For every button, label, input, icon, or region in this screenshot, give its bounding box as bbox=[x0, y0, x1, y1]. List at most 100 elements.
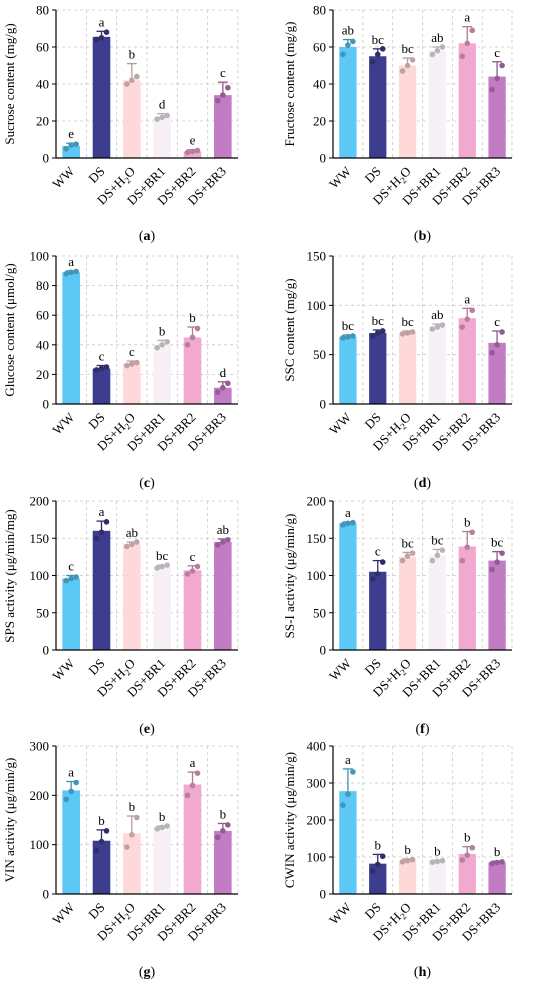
bar-ds-br3 bbox=[488, 560, 506, 650]
significance-letter: a bbox=[464, 291, 470, 306]
significance-letter: bc bbox=[491, 535, 504, 550]
chart-panel-h: aWWbDSbDS+H2ObDS+BR1bDS+BR2bDS+BR3010020… bbox=[282, 739, 513, 980]
bar-ww bbox=[62, 578, 80, 650]
data-point bbox=[220, 384, 226, 391]
significance-letter: b bbox=[189, 310, 196, 325]
y-axis-label: Fructose content (mg/g) bbox=[282, 22, 297, 147]
data-point bbox=[215, 389, 221, 395]
data-point bbox=[369, 59, 376, 65]
data-point bbox=[129, 361, 135, 367]
panel-label: (d) bbox=[414, 476, 431, 491]
data-point bbox=[459, 857, 466, 863]
data-point bbox=[98, 365, 105, 372]
y-tick-label: 200 bbox=[307, 813, 327, 828]
data-point bbox=[225, 380, 231, 387]
data-point bbox=[489, 566, 495, 573]
data-point bbox=[469, 529, 476, 536]
y-axis-label: SS-I activity (μg/min/g) bbox=[282, 514, 297, 639]
x-tick-label: DS bbox=[362, 656, 384, 678]
data-point bbox=[194, 147, 201, 154]
significance-letter: a bbox=[68, 765, 74, 780]
data-point bbox=[434, 47, 441, 54]
data-point bbox=[494, 559, 500, 565]
significance-letter: bc bbox=[431, 532, 444, 547]
y-axis-label: SSC content (mg/g) bbox=[282, 278, 297, 381]
significance-letter: b bbox=[464, 515, 471, 530]
significance-letter: ab bbox=[431, 307, 443, 322]
data-point bbox=[103, 29, 110, 35]
x-tick-label: WW bbox=[326, 899, 354, 927]
significance-letter: bc bbox=[401, 41, 414, 56]
significance-letter: b bbox=[129, 799, 136, 814]
bar-ww bbox=[62, 272, 80, 404]
x-tick-label: WW bbox=[49, 163, 77, 191]
data-point bbox=[429, 326, 436, 332]
data-point bbox=[499, 329, 505, 335]
data-point bbox=[404, 62, 411, 69]
significance-letter: a bbox=[68, 254, 74, 269]
bar-ds-br2 bbox=[183, 151, 202, 158]
bar-ds-br1 bbox=[428, 861, 447, 894]
data-point bbox=[369, 333, 376, 339]
y-tick-label: 0 bbox=[320, 151, 327, 166]
bar-ww bbox=[339, 336, 357, 404]
bar-ds-br1 bbox=[153, 117, 171, 158]
data-point bbox=[73, 141, 79, 147]
data-point bbox=[409, 329, 416, 335]
data-point bbox=[464, 316, 471, 322]
data-point bbox=[404, 330, 411, 336]
data-point bbox=[439, 44, 446, 50]
significance-letter: b bbox=[159, 809, 166, 824]
data-point bbox=[220, 539, 226, 545]
significance-letter: ab bbox=[126, 525, 138, 540]
bar-ww bbox=[339, 523, 357, 650]
data-point bbox=[215, 834, 221, 841]
data-point bbox=[134, 539, 140, 545]
data-point bbox=[154, 826, 160, 832]
data-point bbox=[350, 769, 356, 775]
data-point bbox=[434, 324, 441, 330]
significance-letter: c bbox=[494, 314, 500, 329]
significance-letter: b bbox=[159, 323, 166, 338]
data-point bbox=[63, 796, 69, 803]
y-tick-label: 150 bbox=[30, 531, 50, 546]
significance-letter: c bbox=[494, 45, 500, 60]
significance-letter: a bbox=[345, 505, 351, 520]
data-point bbox=[129, 832, 135, 838]
data-point bbox=[93, 367, 100, 373]
significance-letter: c bbox=[129, 344, 135, 359]
data-point bbox=[189, 334, 196, 341]
data-point bbox=[63, 577, 69, 584]
data-point bbox=[350, 519, 356, 526]
significance-letter: bc bbox=[372, 32, 385, 47]
data-point bbox=[134, 359, 140, 366]
data-point bbox=[129, 77, 135, 84]
y-tick-label: 60 bbox=[313, 40, 326, 55]
y-axis-label: CWIN activity (μg/min/g) bbox=[282, 752, 297, 888]
data-point bbox=[494, 342, 500, 348]
y-tick-label: 100 bbox=[30, 568, 50, 583]
data-point bbox=[68, 142, 74, 148]
data-point bbox=[159, 114, 165, 121]
significance-letter: b bbox=[375, 837, 382, 852]
data-point bbox=[340, 802, 346, 808]
data-point bbox=[184, 571, 191, 577]
data-point bbox=[489, 860, 495, 867]
chart-panel-e: cWWaDSabDS+H2ObcDS+BR1cDS+BR2abDS+BR3050… bbox=[2, 494, 239, 737]
data-point bbox=[399, 331, 406, 337]
y-tick-label: 0 bbox=[320, 643, 327, 658]
significance-letter: bc bbox=[372, 313, 385, 328]
panel-label: (b) bbox=[414, 229, 431, 244]
bar-ds-br2 bbox=[183, 337, 202, 404]
data-point bbox=[73, 574, 79, 580]
data-point bbox=[409, 550, 416, 556]
bar-ds-br2 bbox=[458, 854, 476, 894]
y-tick-label: 0 bbox=[43, 397, 50, 412]
bar-ds-br2 bbox=[183, 784, 202, 894]
y-tick-label: 200 bbox=[307, 494, 327, 509]
data-point bbox=[220, 828, 226, 834]
chart-panel-d: bcWWbcDSbcDS+H2OabDS+BR1aDS+BR2cDS+BR305… bbox=[282, 249, 513, 491]
bar-ds-h2o bbox=[398, 65, 417, 158]
data-point bbox=[489, 349, 495, 356]
bar-ds-h2o bbox=[123, 80, 141, 158]
